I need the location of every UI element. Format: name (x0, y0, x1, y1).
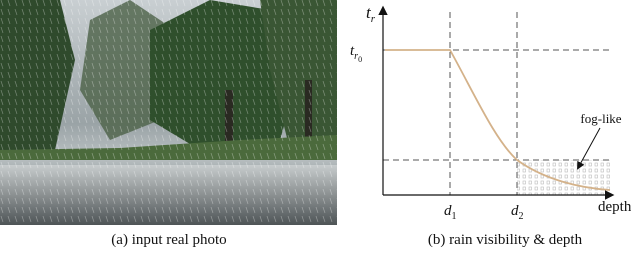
diagram-caption: (b) rain visibility & depth (428, 232, 583, 248)
label-part: 1 (452, 211, 457, 222)
level-label: tr0 (350, 43, 362, 64)
label-part: 2 (519, 211, 524, 222)
d2-label: d2 (511, 203, 524, 222)
figure: (a) input real photo tr tr0 d1 d2 depth … (0, 0, 631, 253)
photo-caption: (a) input real photo (111, 232, 226, 248)
fog-region (517, 160, 610, 195)
diagram (383, 8, 612, 195)
annotation: fog-like (580, 111, 621, 126)
d1-label: d1 (444, 203, 457, 222)
label-part: 0 (358, 55, 362, 64)
x-axis-label: depth (598, 199, 631, 215)
y-axis-label: tr (366, 3, 376, 25)
photo (0, 0, 337, 225)
label-part: r (371, 13, 376, 25)
